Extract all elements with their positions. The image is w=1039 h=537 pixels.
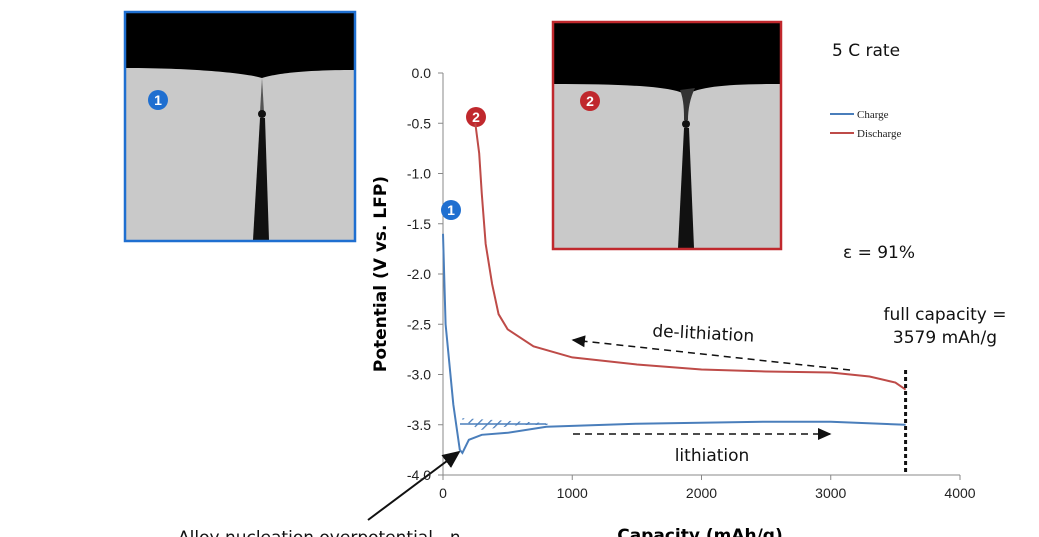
series-line (474, 123, 907, 391)
y-tick-label: -4.0 (407, 467, 431, 483)
y-tick-label: -2.0 (407, 266, 431, 282)
capacity-annotation: 3579 mAh/g (893, 328, 997, 348)
y-tick-label: -3.5 (407, 417, 431, 433)
y-tick-label: -1.5 (407, 216, 431, 232)
marker-label: 2 (472, 109, 480, 125)
efficiency-annotation: ε = 91% (843, 243, 915, 263)
marker-label: 2 (586, 93, 594, 109)
legend-label: Charge (857, 109, 889, 121)
delithiation-annotation: de-lithiation (652, 321, 755, 346)
nucleation-annotation: Alloy nucleation overpotential - η (178, 528, 461, 537)
y-tick-label: 0.0 (412, 65, 432, 81)
y-tick-label: -0.5 (407, 115, 431, 131)
rate-annotation: 5 C rate (832, 41, 900, 61)
marker-label: 1 (447, 202, 455, 218)
x-tick-label: 3000 (815, 485, 846, 501)
arrow (571, 335, 851, 371)
marker (466, 107, 486, 127)
x-tick-label: 4000 (944, 485, 975, 501)
legend-label: Discharge (857, 128, 902, 140)
series-line (442, 233, 906, 455)
capacity-annotation: full capacity = (883, 305, 1006, 325)
inset-image-2: 2 (551, 20, 783, 251)
y-tick-label: -1.0 (407, 166, 431, 182)
y-tick-label: -3.0 (407, 367, 431, 383)
marker-label: 1 (154, 92, 162, 108)
y-axis-label: Potential (V vs. LFP) (371, 176, 391, 372)
x-axis-label: Capacity (mAh/g) (617, 526, 783, 537)
x-tick-label: 0 (439, 485, 447, 501)
marker (441, 200, 461, 220)
y-tick-label: -2.5 (407, 316, 431, 332)
x-tick-label: 2000 (686, 485, 717, 501)
inset-image-1: 1 (123, 10, 357, 243)
arrow (367, 450, 461, 521)
lithiation-annotation: lithiation (675, 446, 750, 466)
x-tick-label: 1000 (557, 485, 588, 501)
